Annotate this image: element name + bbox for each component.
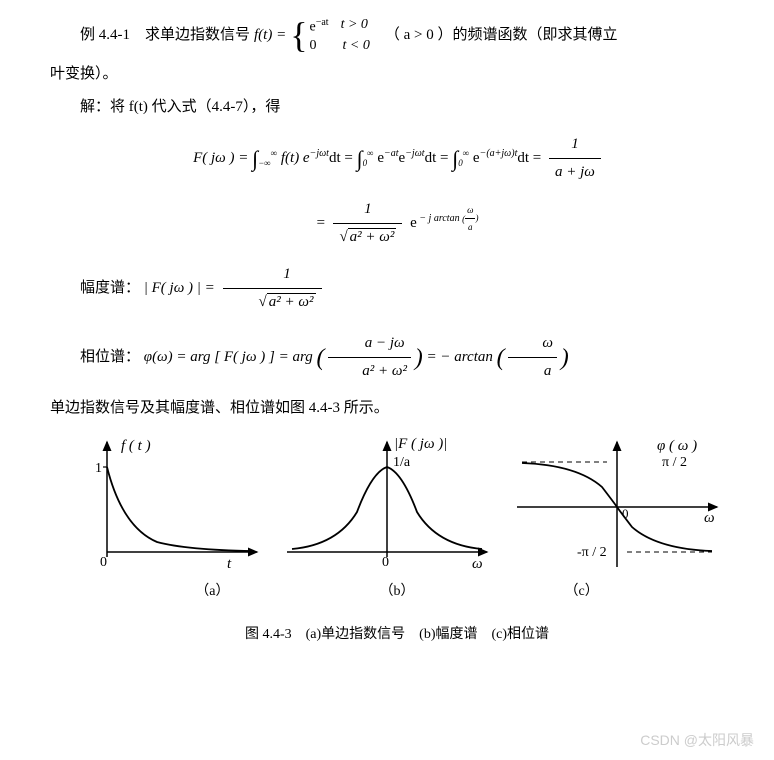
title-tail: 的频谱函数（即求其傅立 [452,22,617,49]
fig-label-c: （c） [565,579,599,604]
fig-label-a: （a） [195,579,229,604]
magnitude-line: 幅度谱： | F( jω ) | = 1 √a² + ω² [50,261,744,316]
phase-line: 相位谱： φ(ω) = arg [ F( jω ) ] = arg ( a − … [50,330,744,385]
fig-label-b: （b） [380,579,415,604]
watermark: CSDN @太阳风暴 [640,730,754,750]
equation-1: F( jω ) = ∫−∞∞ f(t) e−jωtdt = ∫0∞ e−ate−… [50,131,744,186]
figure-caption: 图 4.4-3 (a)单边指数信号 (b)幅度谱 (c)相位谱 [50,622,744,647]
solution-lead: 解：将 f(t) 代入式（4.4-7），得 [50,94,744,121]
equation-2: = 1 √a² + ω² e − j arctan ( ω a ) [50,196,744,251]
example-title: 例 4.4-1 求单边指数信号 f(t) = { e−at t > 0 0 t … [50,16,744,55]
fig-c-bot: -π / 2 [577,545,607,560]
fig-b-zero: 0 [382,555,389,570]
figure-a: 1 0 t f ( t ) [67,432,267,577]
fig-a-xlabel: t [227,556,232,572]
brace-group: { e−at t > 0 0 t < 0 [290,16,370,55]
fig-b-peak: 1/a [393,455,411,470]
fig-b-ylabel: |F ( jω )| [394,436,447,452]
note-line: 单边指数信号及其幅度谱、相位谱如图 4.4-3 所示。 [50,395,744,422]
condition-a: （ a > 0 ） [385,22,453,49]
fig-c-ylabel: φ ( ω ) [657,438,697,454]
title-line2: 叶变换）。 [50,61,744,88]
figure-b: 0 ω 1/a |F ( jω )| [277,432,497,577]
figure-labels: （a） （b） （c） [50,579,744,604]
document-page: 例 4.4-1 求单边指数信号 f(t) = { e−at t > 0 0 t … [0,0,774,657]
fig-c-xlabel: ω [704,510,715,526]
figure-c: 0 ω φ ( ω ) π / 2 -π / 2 [507,432,727,577]
fig-a-ylabel: f ( t ) [121,438,151,454]
figure-row: 1 0 t f ( t ) 0 ω 1/a |F ( jω )| 0 ω [50,432,744,577]
example-number: 例 4.4-1 [50,22,130,49]
example-body: 求单边指数信号 [145,22,250,49]
func-eq: f(t) = [254,22,286,49]
fig-a-one: 1 [95,461,102,476]
fig-b-xlabel: ω [472,556,483,572]
fig-c-top: π / 2 [662,455,687,470]
fig-c-zero: 0 [622,506,629,521]
fig-a-zero: 0 [100,555,107,570]
